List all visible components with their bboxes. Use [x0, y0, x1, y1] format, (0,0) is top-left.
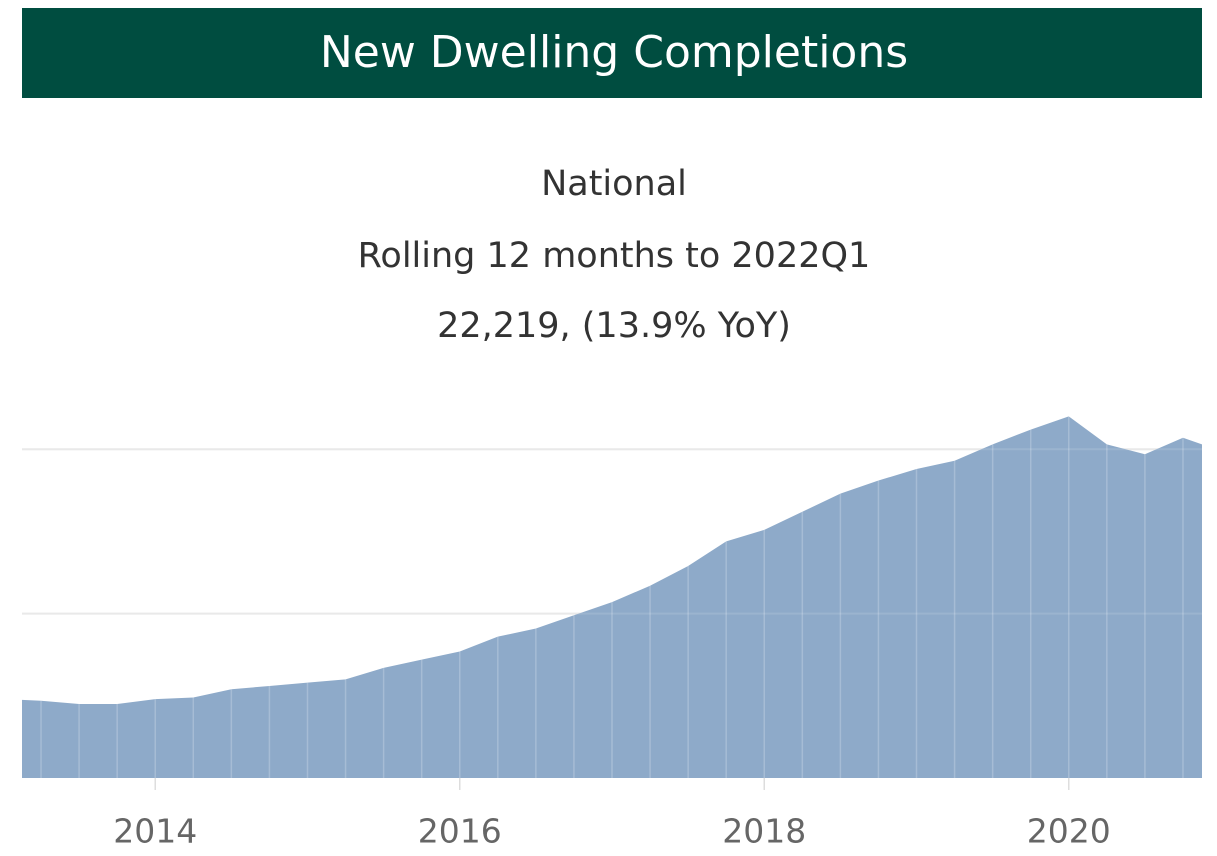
- chart-title: New Dwelling Completions: [320, 27, 908, 78]
- header-banner: [22, 8, 1202, 98]
- subtitle: Rolling 12 months to 2022Q1: [358, 236, 871, 276]
- subtitle: 22,219, (13.9% YoY): [437, 306, 791, 346]
- x-tick-label: 2020: [1027, 812, 1111, 851]
- x-tick-label: 2014: [113, 812, 197, 851]
- subtitle: National: [541, 164, 687, 204]
- area: [22, 416, 1202, 778]
- x-tick-label: 2016: [418, 812, 502, 851]
- plot-area: [22, 416, 1202, 778]
- x-tick-label: 2018: [722, 812, 806, 851]
